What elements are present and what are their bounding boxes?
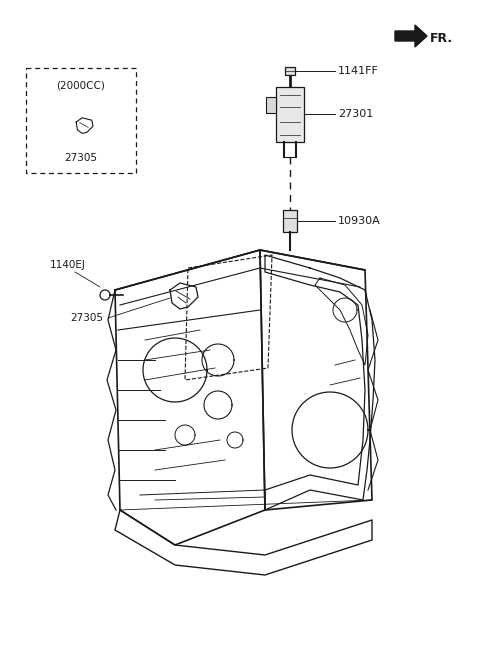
Text: FR.: FR. — [430, 33, 453, 45]
Text: (2000CC): (2000CC) — [57, 80, 106, 90]
Bar — [276, 87, 304, 142]
Text: 27305: 27305 — [70, 313, 103, 323]
Text: 1141FF: 1141FF — [338, 66, 379, 76]
Text: 10930A: 10930A — [338, 216, 381, 226]
Text: 27301: 27301 — [338, 109, 373, 119]
Bar — [283, 210, 297, 232]
Polygon shape — [395, 25, 427, 47]
Bar — [266, 97, 276, 113]
Text: 1140EJ: 1140EJ — [50, 260, 86, 270]
Text: 27305: 27305 — [64, 153, 97, 163]
Bar — [285, 67, 295, 75]
